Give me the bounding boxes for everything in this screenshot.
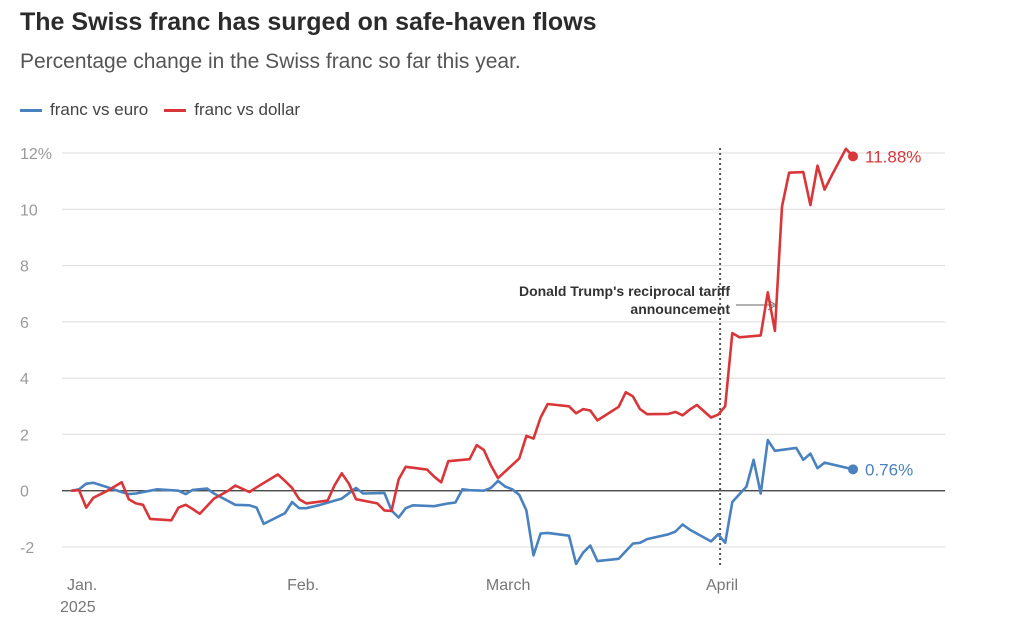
series-end-dot-0 — [848, 464, 858, 475]
legend: franc vs euro franc vs dollar — [20, 100, 300, 120]
annotation-text-line-1: Donald Trump's reciprocal tariff — [519, 283, 730, 299]
y-tick-label: 4 — [20, 371, 29, 388]
series-line-1 — [70, 147, 855, 522]
chart-title: The Swiss franc has surged on safe-haven… — [20, 8, 597, 36]
y-tick-label: 6 — [20, 315, 29, 332]
chart-subtitle: Percentage change in the Swiss franc so … — [20, 50, 521, 73]
series-end-dot-1 — [848, 151, 858, 162]
y-tick-label: 0 — [20, 484, 29, 501]
series-line-0 — [70, 438, 855, 566]
legend-label-euro: franc vs euro — [50, 100, 149, 119]
series: 0.76% 11.88% — [70, 147, 921, 566]
x-tick-label: Feb. — [287, 577, 319, 594]
series-end-label-1: 11.88% — [865, 147, 921, 166]
y-tick-label: -2 — [20, 540, 34, 557]
x-tick-sublabel: 2025 — [60, 599, 96, 616]
axes: -2 0 2 4 6 8 10 12% Jan. 2025 Feb. March April — [20, 146, 738, 616]
legend-swatch-dollar — [164, 108, 187, 112]
x-tick-label: Jan. — [67, 577, 97, 594]
y-tick-label: 8 — [20, 259, 29, 276]
y-tick-label: 10 — [20, 202, 38, 219]
legend-item-franc-vs-euro: franc vs euro — [20, 100, 148, 120]
y-tick-label: 12% — [20, 146, 52, 163]
x-tick-label: March — [486, 577, 530, 594]
series-end-label-0: 0.76% — [865, 460, 913, 479]
x-tick-label: April — [706, 577, 738, 594]
legend-label-dollar: franc vs dollar — [194, 100, 301, 119]
y-tick-label: 2 — [20, 427, 29, 444]
annotation-text-line-2: announcement — [630, 301, 730, 317]
legend-swatch-euro — [20, 108, 42, 112]
annotation: Donald Trump's reciprocal tariff announce… — [519, 148, 777, 567]
grid — [62, 152, 945, 548]
legend-item-franc-vs-dollar: franc vs dollar — [164, 100, 300, 120]
